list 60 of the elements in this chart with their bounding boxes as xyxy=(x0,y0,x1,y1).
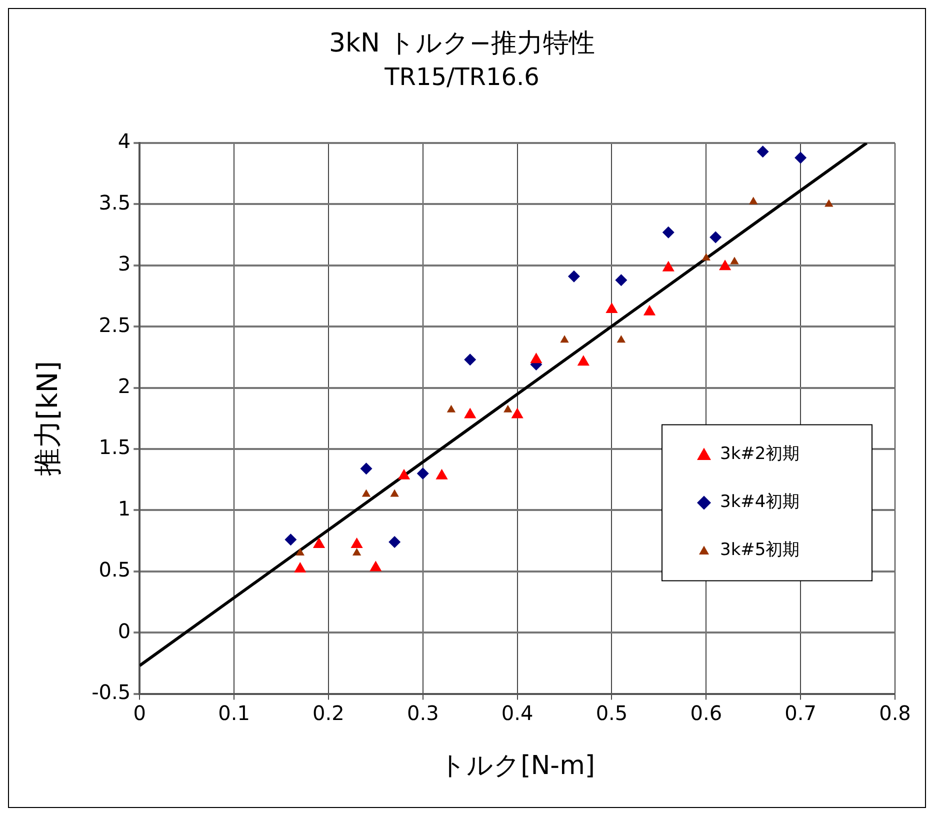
y-tick-label: 2 xyxy=(118,374,131,398)
point xyxy=(362,489,371,497)
x-tick-label: 0 xyxy=(133,701,146,726)
y-axis-title: 推力[kN] xyxy=(31,360,64,476)
point xyxy=(616,335,626,343)
y-tick-label: 1.5 xyxy=(98,435,131,460)
y-tick-label: 0 xyxy=(118,618,131,643)
point xyxy=(530,352,542,364)
x-tick-label: 0.4 xyxy=(501,701,534,726)
x-tick-label: 0.1 xyxy=(218,701,250,726)
point xyxy=(446,404,456,412)
point xyxy=(702,253,710,261)
point xyxy=(312,537,326,548)
chart-subtitle: TR15/TR16.6 xyxy=(384,62,540,91)
point xyxy=(662,226,674,238)
legend-label: 3k#5初期 xyxy=(720,540,800,560)
point xyxy=(464,354,476,366)
point xyxy=(350,537,363,548)
y-tick-label: 3 xyxy=(118,252,131,276)
legend-label: 3k#4初期 xyxy=(720,492,800,512)
point xyxy=(511,408,524,418)
chart-title: 3kN トルク−推力特性 xyxy=(328,28,596,58)
y-tick-label: 2.5 xyxy=(98,312,131,337)
point xyxy=(416,467,429,480)
point xyxy=(504,404,512,412)
point xyxy=(730,256,739,264)
point xyxy=(560,335,569,343)
point xyxy=(710,231,722,244)
y-tick-label: 4 xyxy=(118,129,131,154)
point xyxy=(662,260,674,272)
point xyxy=(794,152,807,164)
point xyxy=(370,560,382,572)
point xyxy=(436,468,448,480)
point xyxy=(577,355,590,366)
point xyxy=(296,548,304,556)
point xyxy=(568,270,580,282)
point xyxy=(643,304,656,316)
point xyxy=(756,146,769,158)
y-tick-label: 1 xyxy=(118,496,131,520)
point xyxy=(390,489,399,497)
y-tick-label: -0.5 xyxy=(92,680,131,704)
point xyxy=(398,468,410,480)
legend-label: 3k#2初期 xyxy=(720,444,800,464)
y-tick-label: 0.5 xyxy=(98,558,131,582)
point xyxy=(606,302,618,313)
x-tick-label: 0.8 xyxy=(879,701,911,726)
point xyxy=(718,260,732,270)
point xyxy=(749,196,758,204)
point xyxy=(824,199,834,207)
point xyxy=(352,548,362,556)
y-tick-label: 3.5 xyxy=(98,190,131,214)
x-tick-label: 0.6 xyxy=(690,701,722,726)
x-tick-label: 0.3 xyxy=(406,701,439,726)
x-tick-label: 0.2 xyxy=(312,701,344,726)
x-tick-label: 0.7 xyxy=(784,701,816,726)
point xyxy=(464,408,476,418)
x-tick-label: 0.5 xyxy=(596,701,628,726)
point xyxy=(615,274,628,286)
x-axis-title: トルク[N-m] xyxy=(440,751,596,782)
point xyxy=(294,562,306,572)
